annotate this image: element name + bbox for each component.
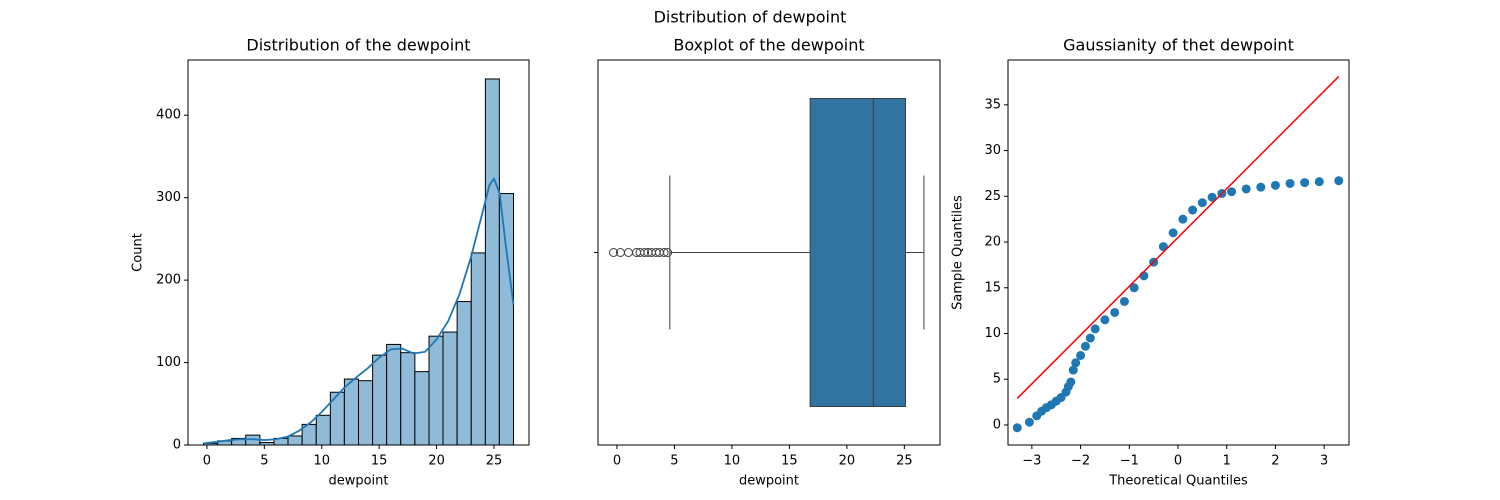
axes-frame	[1007, 59, 1350, 446]
point	[1197, 198, 1207, 208]
point	[1334, 176, 1344, 186]
bar	[358, 380, 374, 446]
point	[1178, 214, 1188, 224]
x-tick-label: −3	[1022, 454, 1041, 469]
bar	[400, 352, 416, 446]
bar	[372, 354, 388, 446]
y-tick-label: 15	[984, 280, 1001, 295]
point	[1256, 182, 1266, 192]
x-axis-label: Theoretical Quantiles	[1108, 474, 1248, 489]
y-tick-label: 0	[173, 438, 181, 453]
point	[1139, 271, 1149, 281]
point	[1100, 315, 1110, 325]
bar	[498, 193, 514, 446]
y-tick-label: 20	[984, 235, 1001, 250]
point	[1076, 350, 1086, 360]
point	[1066, 377, 1076, 387]
kde-line	[203, 176, 515, 445]
point	[1110, 307, 1120, 317]
axes-title: Distribution of the dewpoint	[246, 36, 470, 55]
outlier	[623, 248, 633, 257]
y-tick-label: 25	[984, 189, 1001, 204]
y-tick-label: 200	[156, 273, 181, 288]
axes-frame	[187, 59, 530, 446]
box	[809, 98, 907, 407]
y-tick-label: 400	[156, 108, 181, 123]
x-tick-label: 20	[428, 454, 445, 469]
y-axis-label: Sample Quantiles	[951, 195, 966, 310]
point	[1068, 365, 1078, 375]
x-tick-label: 0	[203, 454, 211, 469]
bar	[315, 414, 331, 446]
x-tick-label: 25	[896, 454, 913, 469]
point	[1168, 228, 1178, 238]
point	[1024, 417, 1034, 427]
x-axis-label: dewpoint	[328, 474, 388, 489]
point	[1090, 324, 1100, 334]
point	[1300, 178, 1310, 188]
x-tick-label: 5	[260, 454, 268, 469]
x-tick-label: 10	[724, 454, 741, 469]
y-tick-label: 5	[993, 372, 1001, 387]
axes-frame	[597, 59, 941, 446]
point	[1085, 333, 1095, 343]
x-tick-label: 2	[1271, 454, 1279, 469]
point	[1129, 283, 1139, 293]
x-axis-label: dewpoint	[739, 474, 799, 489]
x-tick-label: 25	[486, 454, 503, 469]
point	[1314, 177, 1324, 187]
bar	[484, 78, 500, 446]
bar	[386, 343, 402, 446]
x-tick-label: 3	[1320, 454, 1328, 469]
y-tick-label: 0	[993, 417, 1001, 432]
x-tick-label: 5	[670, 454, 678, 469]
point	[1012, 423, 1022, 433]
outlier	[659, 248, 669, 257]
y-tick-label: 300	[156, 190, 181, 205]
bar	[414, 371, 430, 446]
point	[1207, 192, 1217, 202]
y-tick-label: 30	[984, 143, 1001, 158]
x-tick-label: 10	[313, 454, 330, 469]
outlier	[663, 248, 673, 257]
point	[1071, 358, 1081, 368]
x-tick-label: 1	[1223, 454, 1231, 469]
point	[1080, 341, 1090, 351]
figure-title: Distribution of dewpoint	[654, 8, 847, 27]
point	[1188, 205, 1198, 215]
axes-title: Gaussianity of thet dewpoint	[1063, 36, 1294, 55]
x-tick-label: 20	[839, 454, 856, 469]
y-tick-label: 10	[984, 326, 1001, 341]
outlier	[640, 248, 650, 257]
bar	[428, 335, 444, 446]
y-tick-label: 100	[156, 355, 181, 370]
bar	[287, 435, 303, 446]
bar	[442, 331, 458, 446]
x-tick-label: 0	[613, 454, 621, 469]
bar	[470, 252, 486, 446]
bar	[456, 301, 472, 446]
x-tick-label: −2	[1071, 454, 1090, 469]
point	[1119, 296, 1129, 306]
point	[1285, 178, 1295, 188]
outlier	[609, 248, 619, 257]
point	[1241, 184, 1251, 194]
bar	[343, 378, 359, 446]
x-tick-label: 15	[371, 454, 388, 469]
point	[1270, 180, 1280, 190]
reference-line	[1016, 75, 1340, 399]
axes-title: Boxplot of the dewpoint	[673, 36, 864, 55]
x-tick-label: 0	[1174, 454, 1182, 469]
y-tick-label: 35	[984, 97, 1001, 112]
x-tick-label: 15	[781, 454, 798, 469]
y-axis-label: Count	[131, 233, 146, 272]
point	[1227, 187, 1237, 197]
x-tick-label: −1	[1120, 454, 1139, 469]
